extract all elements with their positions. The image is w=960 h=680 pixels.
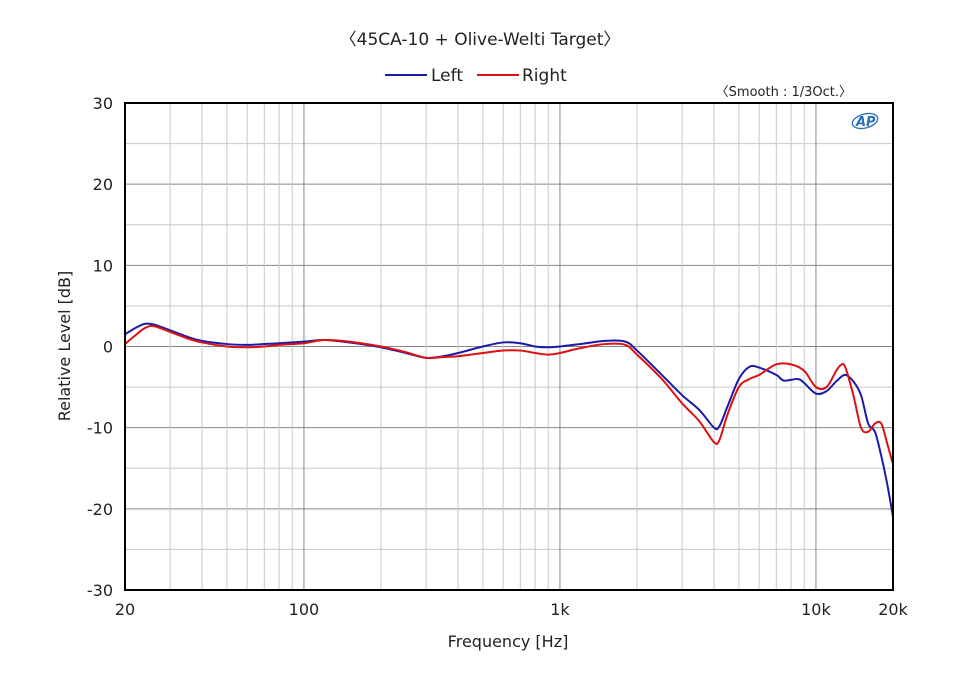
y-tick-label: 20 (93, 175, 113, 194)
smoothing-note: 〈Smooth : 1/3Oct.〉 (716, 85, 852, 100)
series-layer (124, 322, 894, 518)
x-tick-label: 100 (289, 600, 320, 619)
plot-grid (125, 102, 893, 591)
legend-label-left: Left (431, 66, 463, 86)
x-tick-label: 20k (878, 600, 908, 619)
ap-logo: AP (851, 112, 879, 130)
y-tick-labels: 30 20 10 0 -10 -20 -30 (87, 94, 113, 600)
y-tick-label: 30 (93, 94, 113, 113)
y-tick-label: -30 (87, 581, 113, 600)
x-tick-label: 20 (115, 600, 135, 619)
chart-title: 〈45CA-10 + Olive-Welti Target〉 (340, 30, 621, 50)
y-tick-label: 0 (103, 338, 113, 357)
y-tick-label: -20 (87, 500, 113, 519)
x-tick-labels: 20 100 1k 10k 20k (115, 600, 909, 619)
series-line-right (124, 324, 894, 466)
y-axis-title: Relative Level [dB] (55, 271, 74, 422)
x-tick-label: 10k (801, 600, 831, 619)
x-tick-label: 1k (550, 600, 570, 619)
y-tick-label: 10 (93, 256, 113, 275)
legend: Left Right (385, 66, 567, 86)
svg-text:AP: AP (855, 115, 876, 130)
x-axis-title: Frequency [Hz] (448, 632, 569, 651)
plot-frame (124, 102, 894, 591)
y-tick-label: -10 (87, 419, 113, 438)
series-line-left (124, 322, 894, 518)
legend-label-right: Right (522, 66, 567, 86)
